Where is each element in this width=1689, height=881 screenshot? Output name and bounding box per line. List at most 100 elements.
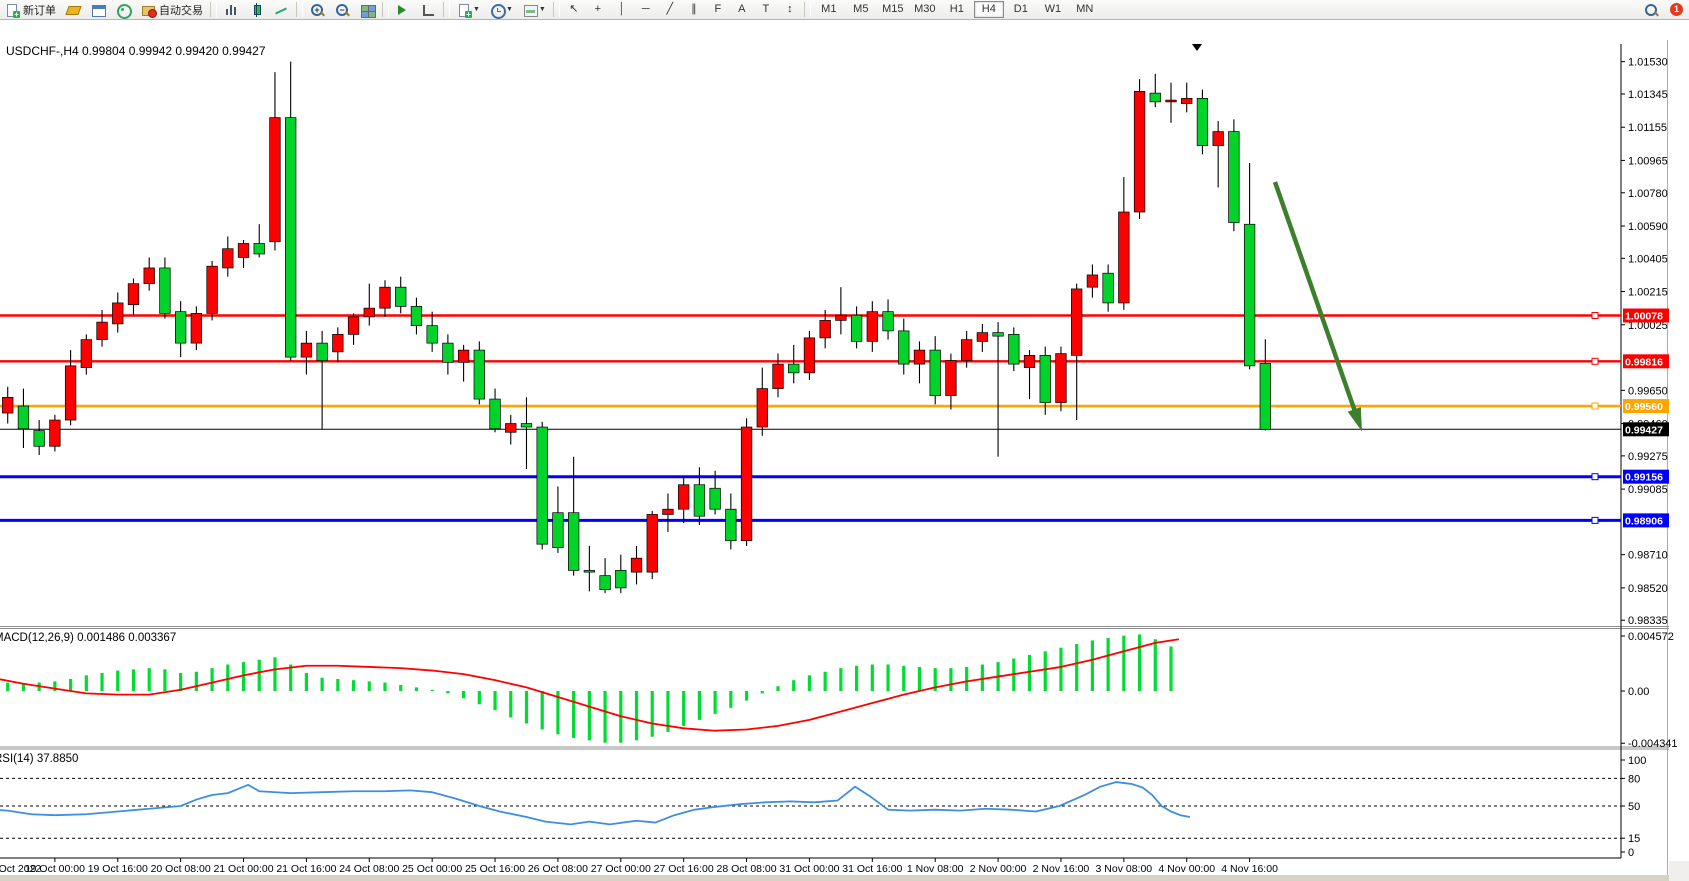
periods-button[interactable]: ▼ xyxy=(486,0,517,19)
price-tag-label: 0.99560 xyxy=(1625,401,1663,413)
trend-arrow[interactable] xyxy=(1272,181,1362,424)
price-tag-label: 0.98906 xyxy=(1625,515,1663,527)
price-tag xyxy=(1623,422,1669,437)
auto-scroll-button[interactable] xyxy=(392,0,415,19)
timeframe-m15-button[interactable]: M15 xyxy=(882,3,904,15)
price-axis-label: 0.98520 xyxy=(1628,583,1668,595)
equidistant-channel-tool-button[interactable]: ∥ xyxy=(683,0,705,19)
cursor-tool-button[interactable]: ↖ xyxy=(563,0,585,19)
macd-histogram-bar xyxy=(6,682,10,691)
candle-body xyxy=(803,337,816,374)
candle-body xyxy=(426,325,438,344)
text-tool-button[interactable]: A xyxy=(731,0,753,19)
candle-body xyxy=(347,316,360,335)
timeframe-m30-button[interactable]: M30 xyxy=(914,3,936,15)
timeframe-h4-button[interactable]: H4 xyxy=(973,1,1004,18)
chart-shift-marker[interactable] xyxy=(1192,44,1202,51)
timeframe-m1-button[interactable]: M1 xyxy=(821,3,837,15)
chart-canvas[interactable]: ▼ USDCHF-,H4 0.99804 0.99942 0.99420 0.99… xyxy=(0,40,1689,881)
vertical-line-tool-button[interactable]: │ xyxy=(611,0,633,19)
line-anchor-marker[interactable] xyxy=(1591,473,1599,481)
time-axis-label: 28 Oct 08:00 xyxy=(716,863,776,875)
trendline-tool-button[interactable]: ╱ xyxy=(659,0,681,19)
line-anchor-marker[interactable] xyxy=(1591,516,1599,524)
timeframe-d1-button[interactable]: D1 xyxy=(1013,3,1028,15)
signal-button[interactable] xyxy=(112,0,135,19)
price-axis-label: 1.00780 xyxy=(1628,188,1668,200)
macd-axis-label: -0.004341 xyxy=(1628,738,1678,750)
chart-title: USDCHF-,H4 0.99804 0.99942 0.99420 0.994… xyxy=(6,44,266,58)
rsi-label: RSI(14) 37.8850 xyxy=(0,753,78,765)
toolbar-separator xyxy=(382,2,389,17)
arrows-tool-button[interactable]: ↕ xyxy=(779,0,801,19)
zoom-out-icon: − xyxy=(335,3,350,17)
candle-body xyxy=(772,363,784,389)
chart-shift-button[interactable] xyxy=(417,0,440,19)
macd-histogram-bar xyxy=(1153,639,1157,691)
line-chart-button[interactable] xyxy=(270,0,293,19)
candle-body xyxy=(1118,211,1130,304)
macd-label: MACD(12,26,9) 0.001486 0.003367 xyxy=(0,632,176,644)
macd-histogram-bar xyxy=(462,691,466,699)
candle-body xyxy=(882,311,894,332)
candle-body xyxy=(112,302,124,325)
price-axis-label: 1.00965 xyxy=(1628,155,1668,167)
bar-chart-icon xyxy=(224,3,239,17)
candle-body xyxy=(1259,363,1271,430)
crosshair-tool-button[interactable]: + xyxy=(587,0,609,19)
timeframe-h1-button[interactable]: H1 xyxy=(949,3,964,15)
line-anchor-marker[interactable] xyxy=(1591,357,1599,365)
bar-chart-button[interactable] xyxy=(220,0,243,19)
timeframe-m5-button[interactable]: M5 xyxy=(853,3,869,15)
search-button[interactable] xyxy=(1640,0,1663,19)
auto-trading-label: 自动交易 xyxy=(159,4,203,17)
template-icon xyxy=(523,3,538,17)
toolbar-separator xyxy=(552,2,560,17)
candle-body xyxy=(489,398,501,430)
new-order-button[interactable]: + 新订单 xyxy=(1,0,60,19)
price-tag-label: 0.99816 xyxy=(1625,356,1663,368)
candle-body xyxy=(693,484,706,517)
indicators-button[interactable]: + ▼ xyxy=(453,0,484,19)
candle-body xyxy=(285,117,297,358)
candle-body xyxy=(505,423,517,433)
macd-histogram-bar xyxy=(1075,644,1079,691)
horizontal-line-tool-icon: ─ xyxy=(641,3,650,15)
candle-body xyxy=(740,426,753,542)
chart-window-button[interactable] xyxy=(87,0,110,19)
tile-windows-button[interactable] xyxy=(356,0,379,19)
timeframe-w1-button[interactable]: W1 xyxy=(1044,3,1062,15)
line-anchor-marker[interactable] xyxy=(1591,402,1599,410)
macd-histogram-bar xyxy=(556,691,560,735)
notification-badge[interactable]: 1 xyxy=(1670,3,1683,16)
arrows-tool-icon: ↕ xyxy=(787,3,793,15)
rsi-axis-label: 0 xyxy=(1628,847,1634,859)
macd-histogram-bar xyxy=(666,691,670,732)
trend-arrow-head[interactable] xyxy=(1347,407,1362,432)
fibonacci-tool-button[interactable]: F xyxy=(707,0,729,19)
candle-body xyxy=(520,423,533,428)
price-axis-label: 1.00405 xyxy=(1628,253,1668,265)
macd-axis-label: 0.00 xyxy=(1628,686,1649,698)
candle-body xyxy=(567,512,580,571)
candle-body xyxy=(709,487,721,510)
macd-histogram-bar xyxy=(650,691,654,737)
candle-body xyxy=(678,484,690,510)
text-label-tool-button[interactable]: T xyxy=(755,0,777,19)
templates-button[interactable]: ▼ xyxy=(519,0,550,19)
horizontal-line-tool-button[interactable]: ─ xyxy=(635,0,657,19)
zoom-in-button[interactable]: + xyxy=(306,0,329,19)
auto-trading-button[interactable]: 自动交易 xyxy=(137,0,207,19)
new-order-label: 新订单 xyxy=(23,4,56,17)
time-axis-label: 3 Nov 08:00 xyxy=(1096,863,1153,875)
timeframe-mn-button[interactable]: MN xyxy=(1076,3,1094,15)
time-axis-label: 25 Oct 16:00 xyxy=(465,863,525,875)
line-anchor-marker[interactable] xyxy=(1591,312,1599,319)
macd-axis-label: 0.004572 xyxy=(1628,631,1674,643)
candlestick-chart-button[interactable] xyxy=(245,0,268,19)
brush-button[interactable] xyxy=(62,0,85,19)
price-axis-label: 1.01345 xyxy=(1628,89,1668,101)
macd-histogram-bar xyxy=(163,669,167,691)
candle-body xyxy=(976,332,989,342)
zoom-out-button[interactable]: − xyxy=(331,0,354,19)
